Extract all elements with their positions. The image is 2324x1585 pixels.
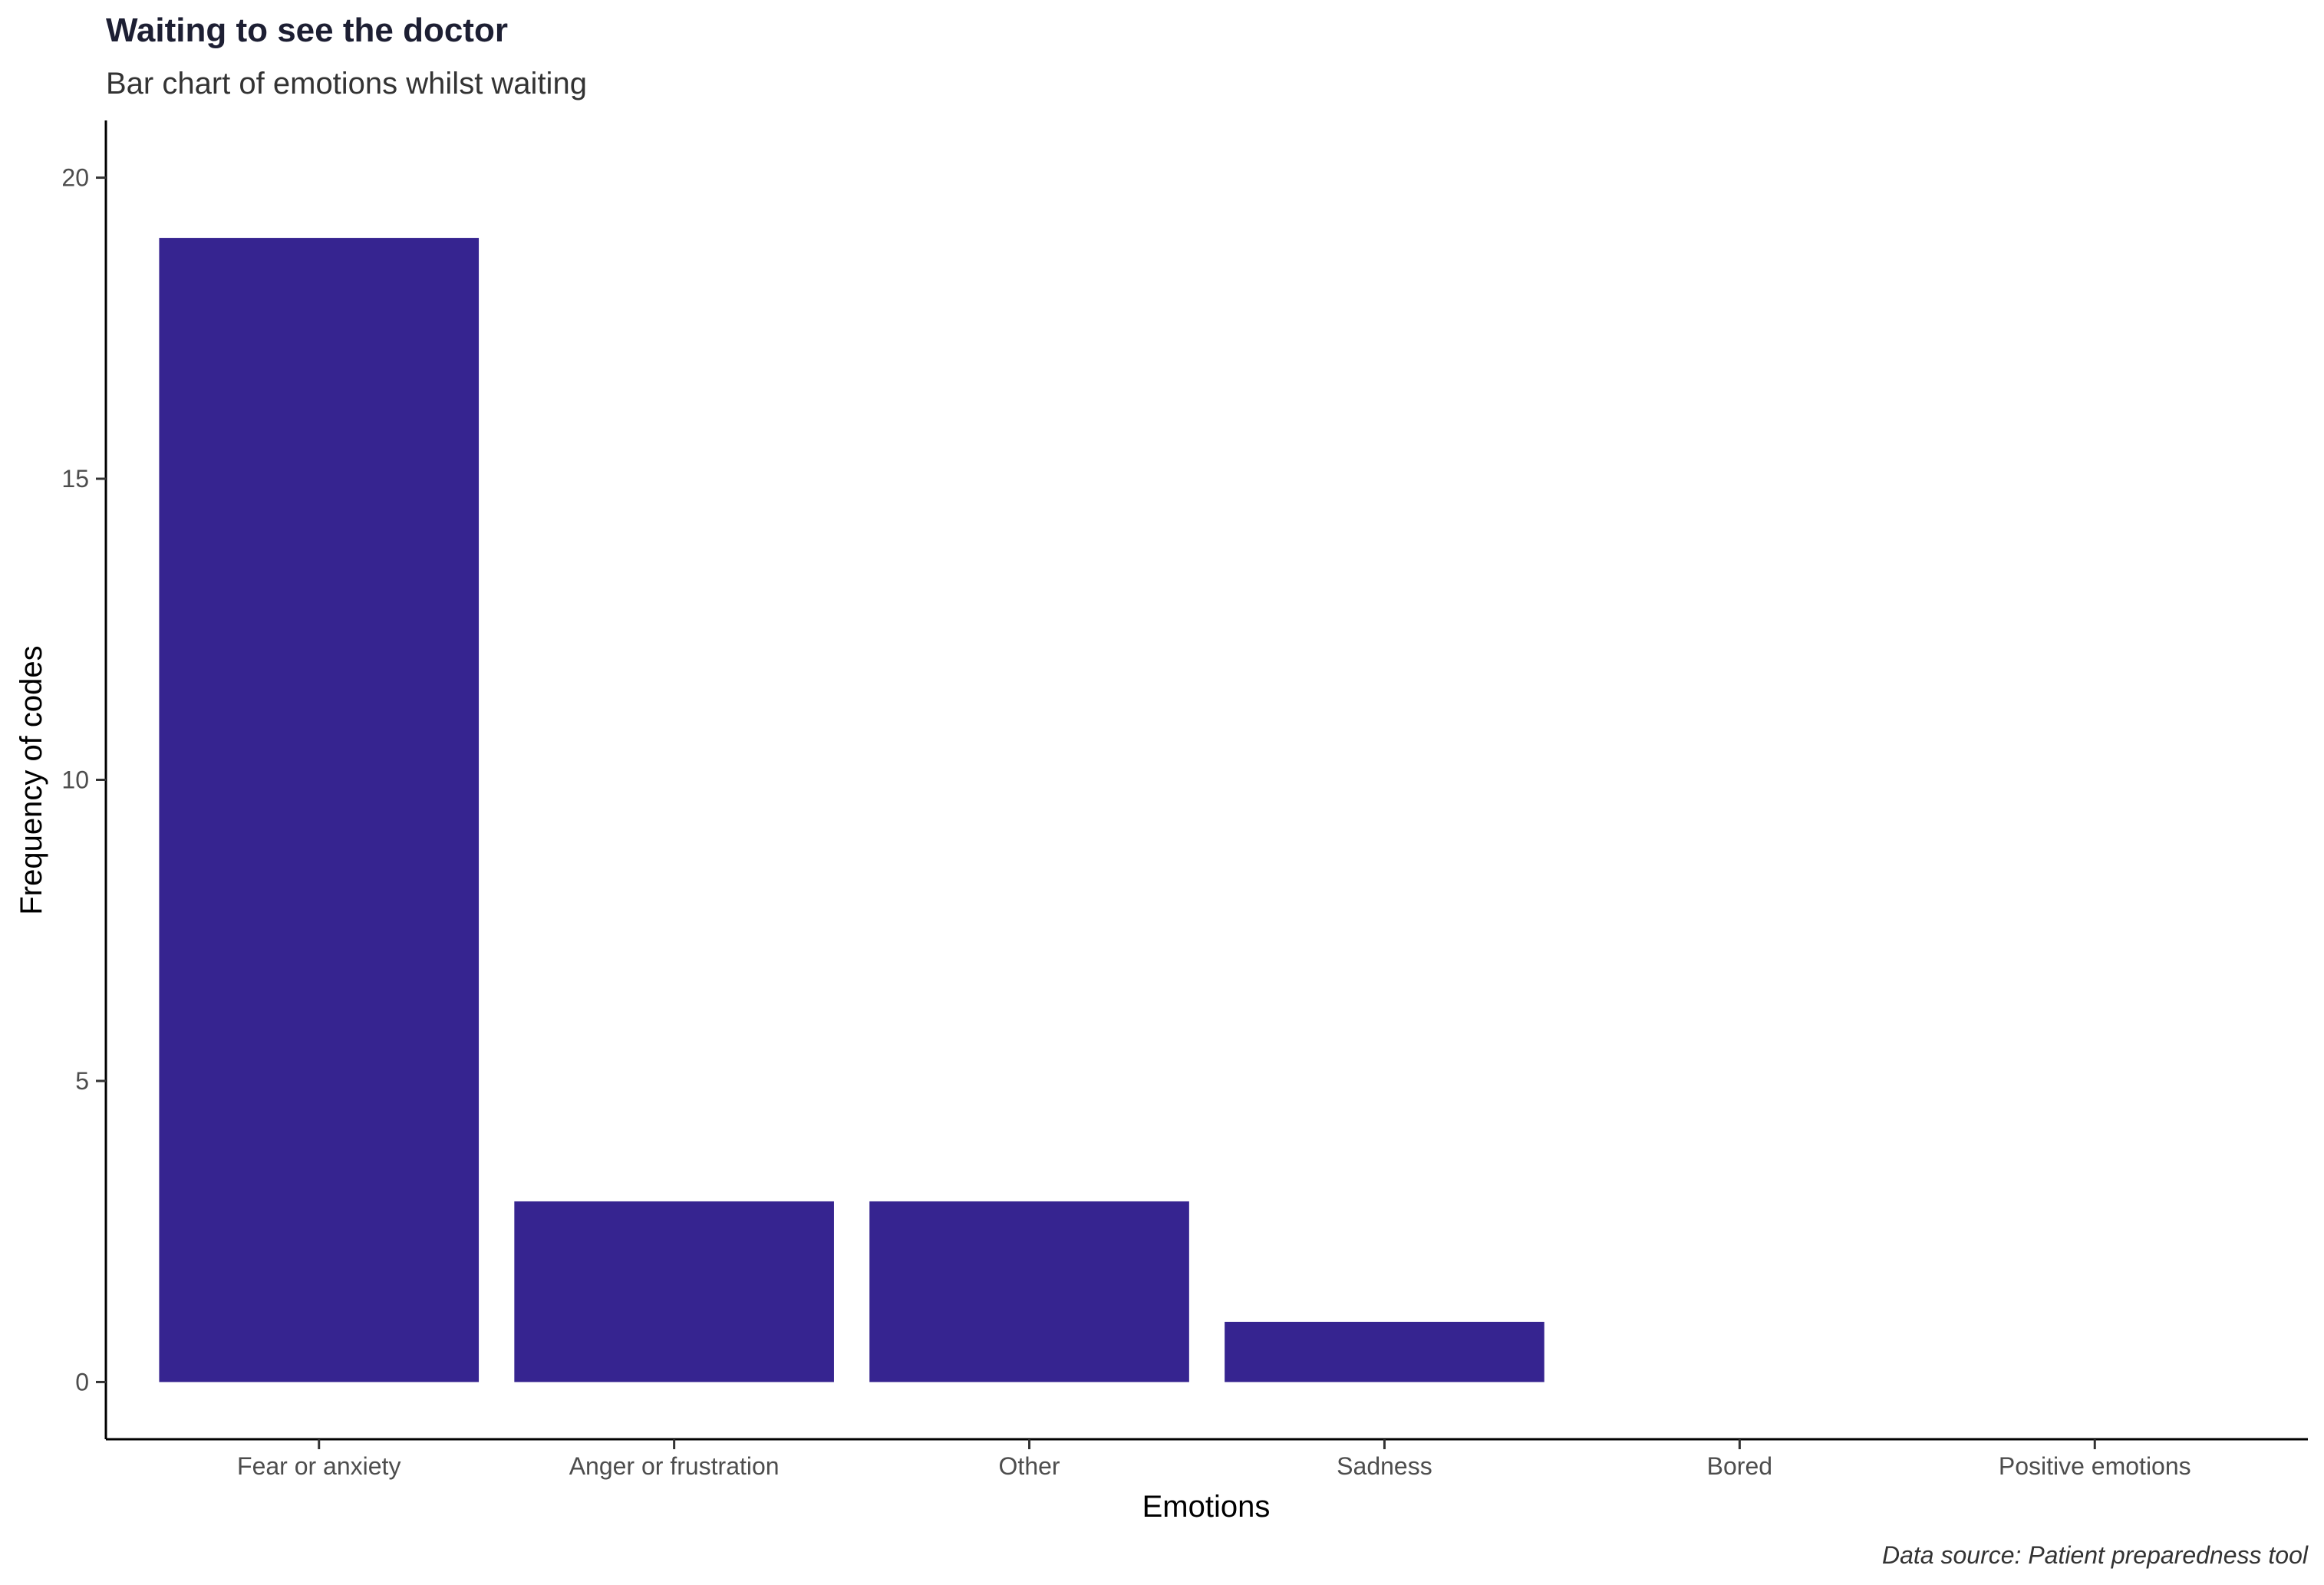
chart-subtitle: Bar chart of emotions whilst waiting xyxy=(106,67,587,101)
bars-group xyxy=(159,238,1544,1382)
y-axis-title: Frequency of codes xyxy=(15,645,48,914)
bar-fear-or-anxiety xyxy=(159,238,480,1382)
y-tick-label: 10 xyxy=(61,766,89,794)
y-tick-label: 5 xyxy=(75,1067,89,1095)
x-axis-title: Emotions xyxy=(1142,1490,1271,1524)
chart-caption: Data source: Patient preparedness tool xyxy=(1882,1541,2309,1569)
chart-title: Waiting to see the doctor xyxy=(106,12,508,49)
x-tick-label: Sadness xyxy=(1337,1452,1432,1480)
y-axis: 0 5 10 15 20 xyxy=(61,120,107,1439)
x-tick-label: Positive emotions xyxy=(1999,1452,2191,1480)
x-tick-label: Bored xyxy=(1707,1452,1772,1480)
bar-sadness xyxy=(1225,1321,1544,1382)
x-tick-label: Fear or anxiety xyxy=(237,1452,401,1480)
y-tick-label: 20 xyxy=(61,164,89,192)
y-tick-label: 15 xyxy=(61,465,89,493)
bar-anger-or-frustration xyxy=(514,1201,834,1382)
x-tick-label: Other xyxy=(999,1452,1060,1480)
x-axis: Fear or anxiety Anger or frustration Other… xyxy=(106,1438,2308,1480)
x-tick-label: Anger or frustration xyxy=(569,1452,780,1480)
bar-other xyxy=(869,1201,1189,1382)
y-tick-label: 0 xyxy=(75,1368,89,1396)
